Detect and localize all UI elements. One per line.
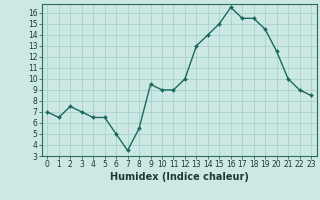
X-axis label: Humidex (Indice chaleur): Humidex (Indice chaleur) [110, 172, 249, 182]
